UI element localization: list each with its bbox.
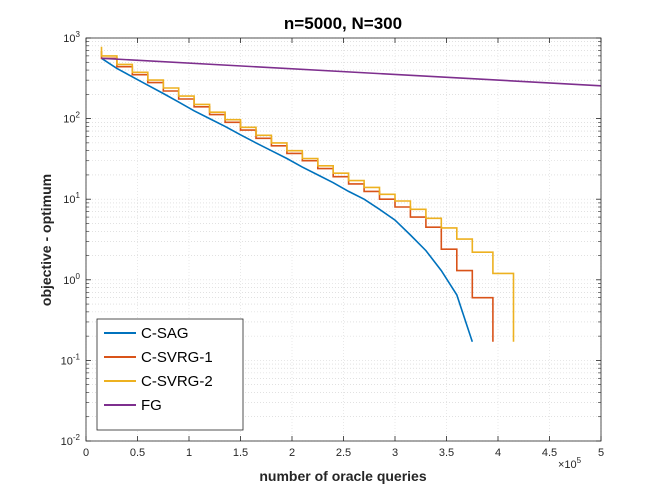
legend-box	[96, 318, 244, 431]
x-tick-label: 5	[598, 447, 604, 459]
legend-label: C-SVRG-2	[141, 373, 213, 390]
legend: C-SAG C-SVRG-1 C-SVRG-2 FG	[96, 318, 244, 431]
x-axis-label: number of oracle queries	[259, 468, 426, 484]
x-exponent-label: ×105	[558, 456, 582, 471]
x-tick-label: 1.5	[233, 447, 248, 459]
series-line-c-sag	[101, 57, 474, 343]
x-tick-label: 2	[289, 447, 295, 459]
y-tick-labels: 10-2 10-1 100 101 102 103	[61, 30, 81, 448]
series-line-c-svrg-2	[100, 46, 515, 342]
series-layer	[100, 46, 602, 343]
legend-label: C-SVRG-1	[141, 349, 213, 366]
y-tick-label: 100	[63, 272, 80, 287]
y-tick-label: 101	[63, 191, 80, 206]
y-tick-label: 10-1	[61, 352, 81, 367]
x-tick-label: 3	[392, 447, 398, 459]
legend-label: FG	[141, 397, 162, 414]
x-tick-label: 0	[83, 447, 89, 459]
minor-grid	[86, 41, 601, 418]
y-axis-label: objective - optimum	[38, 174, 54, 306]
x-tick-label: 0.5	[130, 447, 145, 459]
y-tick-label: 102	[63, 111, 80, 126]
x-tick-label: 2.5	[336, 447, 351, 459]
y-tick-label: 103	[63, 30, 80, 45]
legend-label: C-SAG	[141, 325, 189, 342]
x-tick-label: 1	[186, 447, 192, 459]
x-tick-label: 3.5	[439, 447, 454, 459]
x-tick-label: 4	[495, 447, 501, 459]
series-line-fg	[101, 57, 602, 87]
x-tick-label: 4.5	[542, 447, 557, 459]
y-tick-label: 10-2	[61, 433, 81, 448]
axis-ticks	[85, 37, 602, 442]
x-tick-labels: 0 0.5 1 1.5 2 2.5 3 3.5 4 4.5 5	[83, 447, 604, 459]
chart-title: n=5000, N=300	[284, 14, 402, 33]
x-exponent-power: 5	[577, 456, 582, 465]
